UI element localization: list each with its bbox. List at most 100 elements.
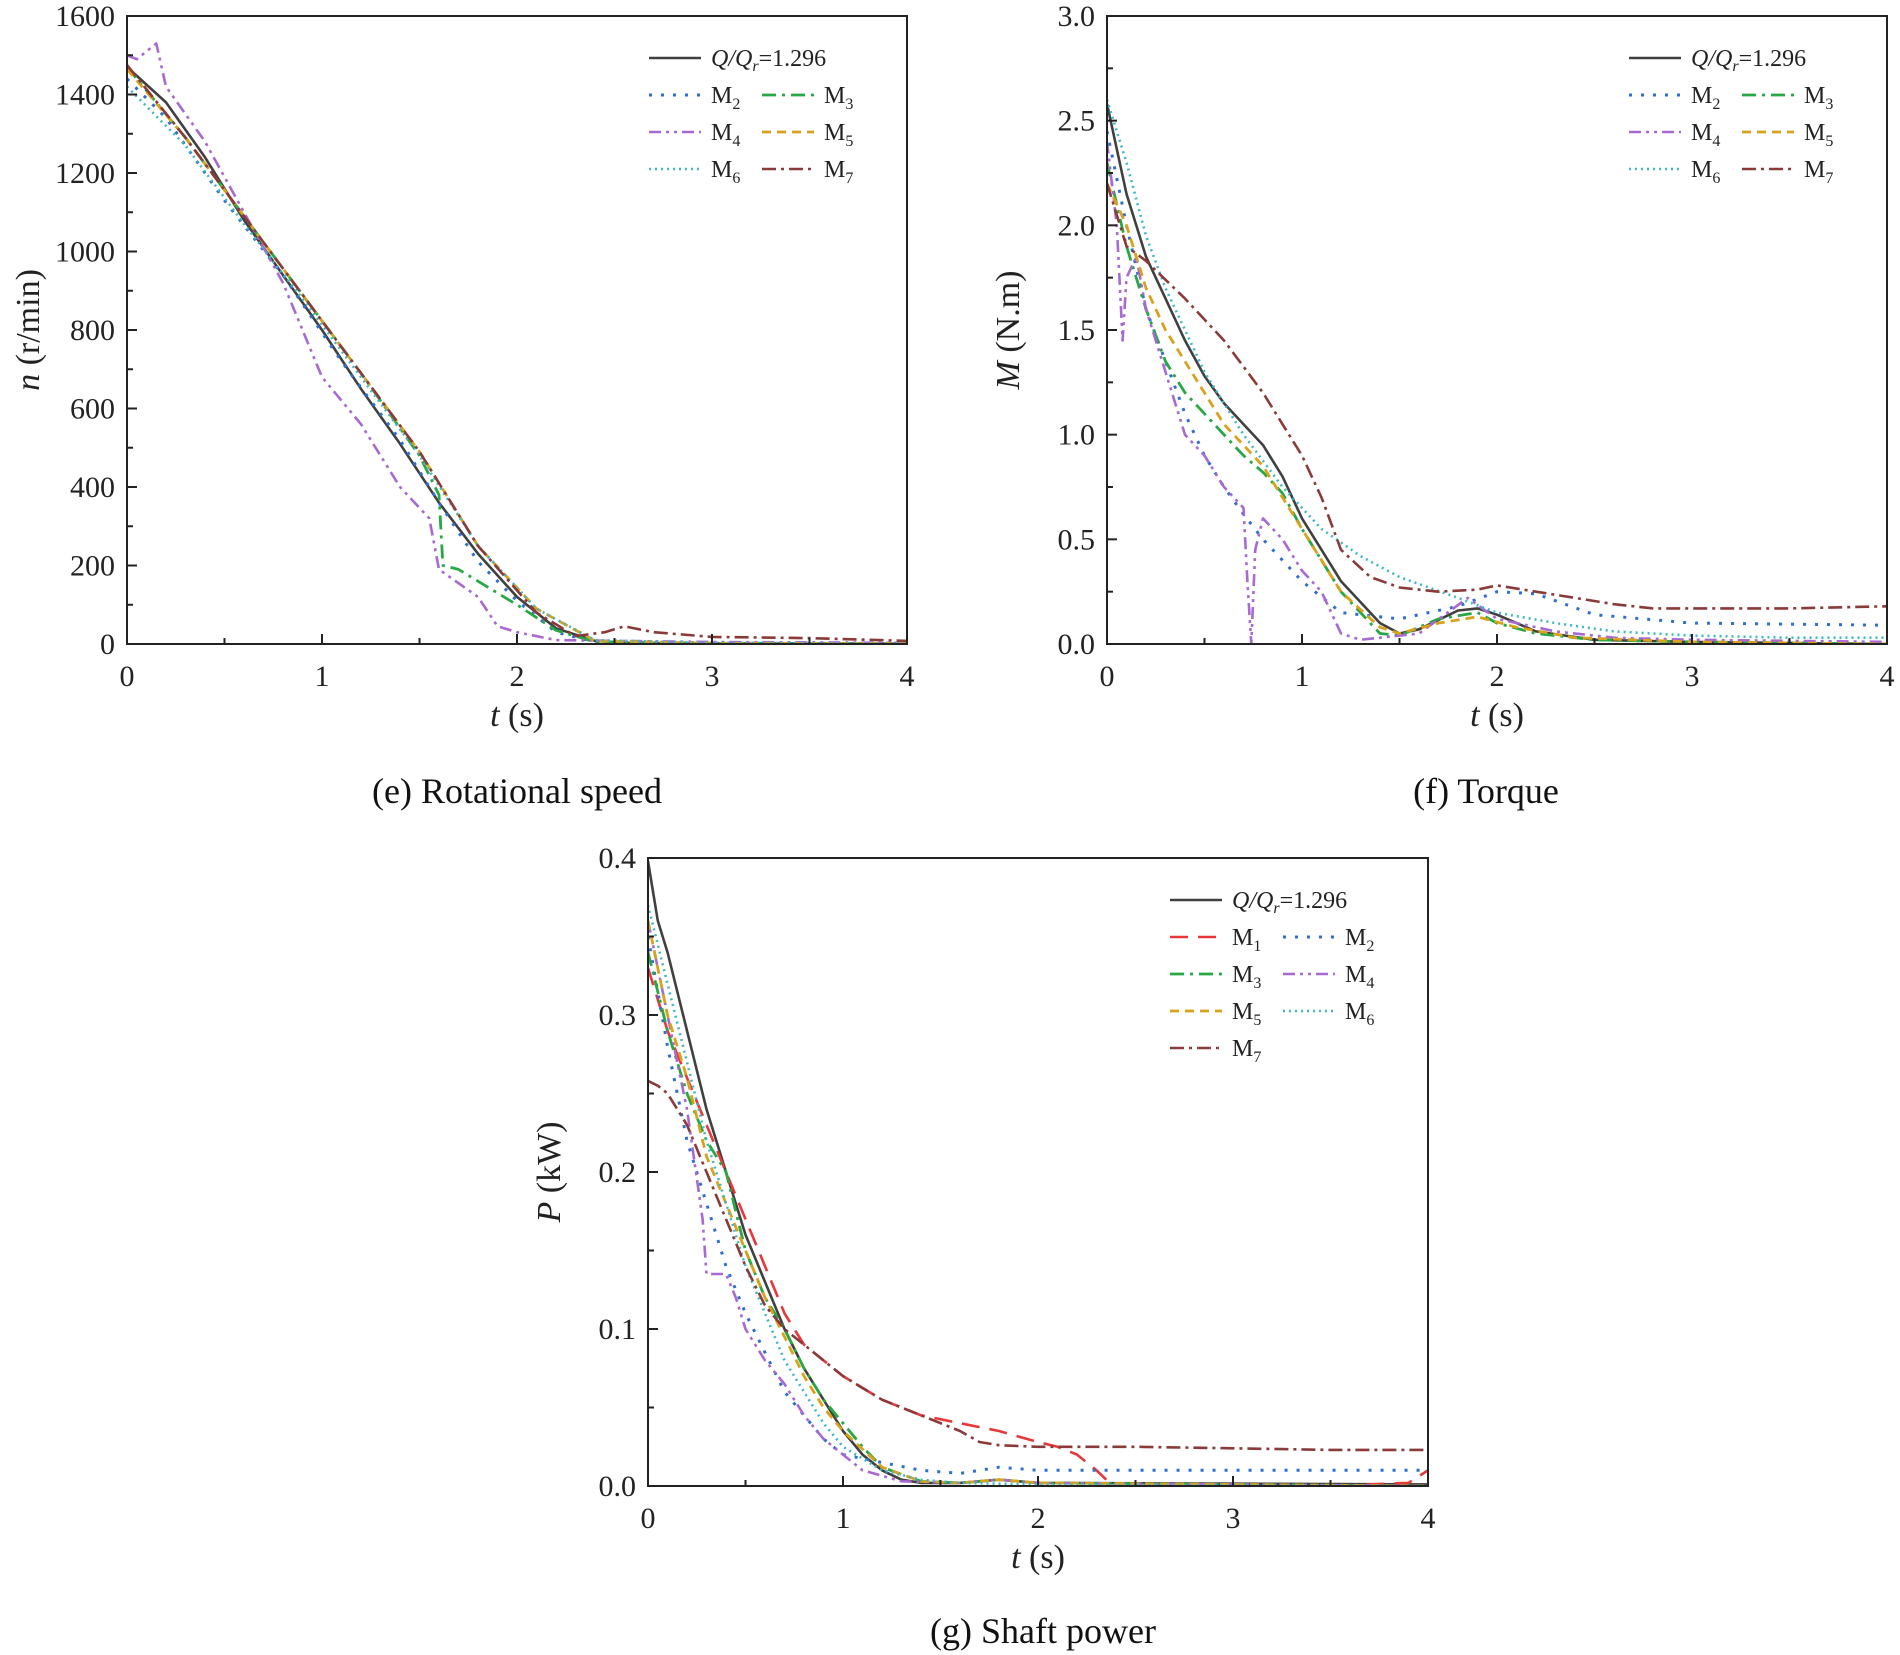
plot-frame — [647, 857, 1429, 1487]
y-tick-label: 800 — [70, 314, 115, 347]
series-line-M3 — [648, 951, 1428, 1486]
y-tick-label: 0.2 — [599, 1156, 637, 1189]
y-tick-label: 1200 — [55, 157, 115, 190]
y-tick-label: 2.0 — [1058, 209, 1096, 242]
legend-label-M3: M3 — [1804, 83, 1833, 113]
y-tick-label: 200 — [70, 550, 115, 583]
x-axis-label: t (s) — [1470, 697, 1524, 734]
series-line-M5 — [1107, 182, 1887, 644]
x-tick-label: 2 — [510, 660, 525, 693]
series-group — [127, 42, 907, 644]
series-line-M4 — [127, 42, 907, 644]
legend-label-M7: M7 — [1804, 157, 1833, 187]
x-tick-label: 3 — [705, 660, 720, 693]
legend: Q/Qr=1.296 M1 M2 M3 M4 M5 M6 M7 — [1170, 888, 1374, 1066]
x-tick-label: 0 — [1100, 660, 1115, 693]
series-line-M3 — [127, 66, 907, 644]
legend-label-M6: M6 — [711, 157, 740, 187]
legend-label-M4: M4 — [1345, 962, 1374, 992]
legend: Q/Qr=1.296 M2 M3 M4 M5 M6 M7 — [1629, 46, 1833, 187]
chart-f: 0 1 2 3 4 0.0 0.5 1.0 1.5 2.0 2.5 3.0 t (s) M (N.m) Q/… — [990, 0, 1895, 811]
y-axis-label: P (kW) — [531, 1121, 568, 1223]
chart-caption: (f) Torque — [1413, 771, 1559, 811]
legend-label-M4: M4 — [1691, 120, 1720, 150]
y-tick-label: 0.4 — [599, 842, 637, 875]
series-line-M5 — [127, 68, 907, 644]
series-line-base — [1107, 103, 1887, 644]
x-tick-label: 0 — [641, 1502, 656, 1535]
legend-label-M5: M5 — [1232, 999, 1261, 1029]
series-line-M2 — [1107, 130, 1887, 627]
y-tick-label: 0.0 — [599, 1470, 637, 1503]
x-tick-label: 4 — [1880, 660, 1895, 693]
series-line-base — [127, 66, 907, 644]
chart-g: 0 1 2 3 4 0.0 0.1 0.2 0.3 0.4 t (s) P (kW) Q/Qr=1.29… — [531, 842, 1436, 1651]
x-tick-label: 4 — [1421, 1502, 1436, 1535]
series-line-M2 — [127, 77, 907, 644]
chart-e: 0 1 2 3 4 0 200 400 600 800 1000 1200 1400 1600 t (s) n… — [10, 0, 915, 811]
x-tick-label: 1 — [1295, 660, 1310, 693]
series-line-M4 — [1107, 141, 1887, 644]
legend-label-M4: M4 — [711, 120, 740, 150]
series-line-M3 — [1107, 162, 1887, 644]
legend-label-M2: M2 — [1345, 925, 1374, 955]
x-tick-label: 2 — [1031, 1502, 1046, 1535]
series-line-M5 — [648, 920, 1428, 1486]
y-tick-label: 3.0 — [1058, 0, 1096, 33]
series-line-M6 — [1107, 99, 1887, 640]
y-tick-label: 1600 — [55, 0, 115, 33]
x-tick-label: 4 — [900, 660, 915, 693]
x-tick-label: 0 — [120, 660, 135, 693]
x-tick-label: 3 — [1226, 1502, 1241, 1535]
plot-frame — [126, 15, 908, 645]
legend-label-M2: M2 — [1691, 83, 1720, 113]
y-axis-label: M (N.m) — [990, 271, 1027, 391]
series-line-base — [648, 860, 1428, 1486]
x-tick-label: 3 — [1685, 660, 1700, 693]
x-axis-label: t (s) — [490, 697, 544, 734]
series-line-M7 — [127, 64, 907, 643]
legend-label-M7: M7 — [824, 157, 853, 187]
y-tick-label: 600 — [70, 393, 115, 426]
legend-label-M5: M5 — [1804, 120, 1833, 150]
series-group — [648, 860, 1428, 1486]
x-tick-label: 2 — [1490, 660, 1505, 693]
legend-label-M1: M1 — [1232, 925, 1261, 955]
plot-frame — [1106, 15, 1888, 645]
legend-label-M6: M6 — [1691, 157, 1720, 187]
series-line-M2 — [648, 936, 1428, 1475]
y-tick-label: 0 — [100, 628, 115, 661]
x-tick-label: 1 — [836, 1502, 851, 1535]
legend: Q/Qr=1.296 M2 M3 M4 M5 M6 M7 — [649, 46, 853, 187]
series-line-M7 — [648, 1079, 1428, 1452]
chart-caption: (g) Shaft power — [930, 1611, 1156, 1651]
chart-caption: (e) Rotational speed — [372, 771, 662, 811]
y-tick-label: 0.1 — [599, 1313, 637, 1346]
legend-label-M5: M5 — [824, 120, 853, 150]
legend-title: Q/Qr=1.296 — [711, 46, 826, 75]
legend-label-M7: M7 — [1232, 1036, 1261, 1066]
y-tick-label: 0.3 — [599, 999, 637, 1032]
series-line-M6 — [648, 904, 1428, 1486]
x-tick-label: 1 — [315, 660, 330, 693]
y-tick-label: 1000 — [55, 236, 115, 269]
series-group — [1107, 99, 1887, 644]
legend-label-M3: M3 — [1232, 962, 1261, 992]
y-tick-label: 0.0 — [1058, 628, 1096, 661]
y-tick-label: 2.5 — [1058, 105, 1096, 138]
legend-label-M6: M6 — [1345, 999, 1374, 1029]
y-tick-label: 1400 — [55, 79, 115, 112]
y-tick-label: 0.5 — [1058, 523, 1096, 556]
legend-label-M3: M3 — [824, 83, 853, 113]
x-axis-label: t (s) — [1011, 1539, 1065, 1576]
y-tick-label: 1.0 — [1058, 419, 1096, 452]
series-line-M1 — [648, 967, 1428, 1486]
legend-title: Q/Qr=1.296 — [1691, 46, 1806, 75]
legend-label-M2: M2 — [711, 83, 740, 113]
y-axis-label: n (r/min) — [10, 269, 47, 391]
y-tick-label: 400 — [70, 471, 115, 504]
series-line-M7 — [1107, 183, 1887, 610]
y-tick-label: 1.5 — [1058, 314, 1096, 347]
legend-title: Q/Qr=1.296 — [1232, 888, 1347, 917]
